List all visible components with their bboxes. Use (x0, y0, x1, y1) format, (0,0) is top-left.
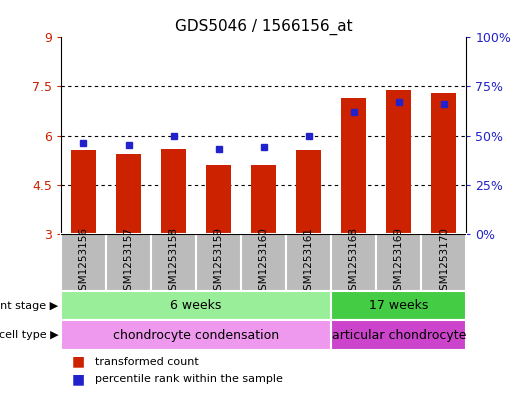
Bar (251, 165, 276, 234)
Bar (116, 154, 141, 234)
Bar (61, 320, 331, 350)
Bar (151, 234, 196, 291)
Text: GSM1253159: GSM1253159 (214, 227, 224, 298)
Text: ■: ■ (72, 354, 85, 369)
Text: percentile rank within the sample: percentile rank within the sample (95, 374, 283, 384)
Text: transformed count: transformed count (95, 356, 199, 367)
Bar (106, 234, 151, 291)
Text: 17 weeks: 17 weeks (369, 299, 429, 312)
Text: ■: ■ (72, 372, 85, 386)
Bar (421, 234, 466, 291)
Bar (61, 234, 106, 291)
Text: GSM1253157: GSM1253157 (123, 227, 134, 298)
Text: GSM1253156: GSM1253156 (78, 227, 89, 298)
Text: 6 weeks: 6 weeks (171, 299, 222, 312)
Bar (161, 149, 186, 234)
Text: GSM1253161: GSM1253161 (304, 227, 314, 298)
Bar (431, 93, 456, 234)
Bar (196, 234, 241, 291)
Bar (331, 320, 466, 350)
Bar (71, 150, 96, 234)
Bar (206, 165, 231, 234)
Text: cell type ▶: cell type ▶ (0, 330, 58, 340)
Bar (286, 234, 331, 291)
Text: articular chondrocyte: articular chondrocyte (332, 329, 466, 342)
Bar (241, 234, 286, 291)
Text: chondrocyte condensation: chondrocyte condensation (113, 329, 279, 342)
Title: GDS5046 / 1566156_at: GDS5046 / 1566156_at (175, 18, 352, 35)
Text: GSM1253158: GSM1253158 (169, 227, 179, 298)
Bar (331, 234, 376, 291)
Bar (331, 291, 466, 320)
Text: GSM1253169: GSM1253169 (394, 227, 404, 298)
Bar (376, 234, 421, 291)
Bar (341, 98, 366, 234)
Text: GSM1253170: GSM1253170 (439, 228, 449, 297)
Text: GSM1253160: GSM1253160 (259, 228, 269, 297)
Bar (386, 90, 411, 234)
Bar (296, 150, 321, 234)
Bar (61, 291, 331, 320)
Text: GSM1253168: GSM1253168 (349, 227, 359, 298)
Text: development stage ▶: development stage ▶ (0, 301, 58, 310)
